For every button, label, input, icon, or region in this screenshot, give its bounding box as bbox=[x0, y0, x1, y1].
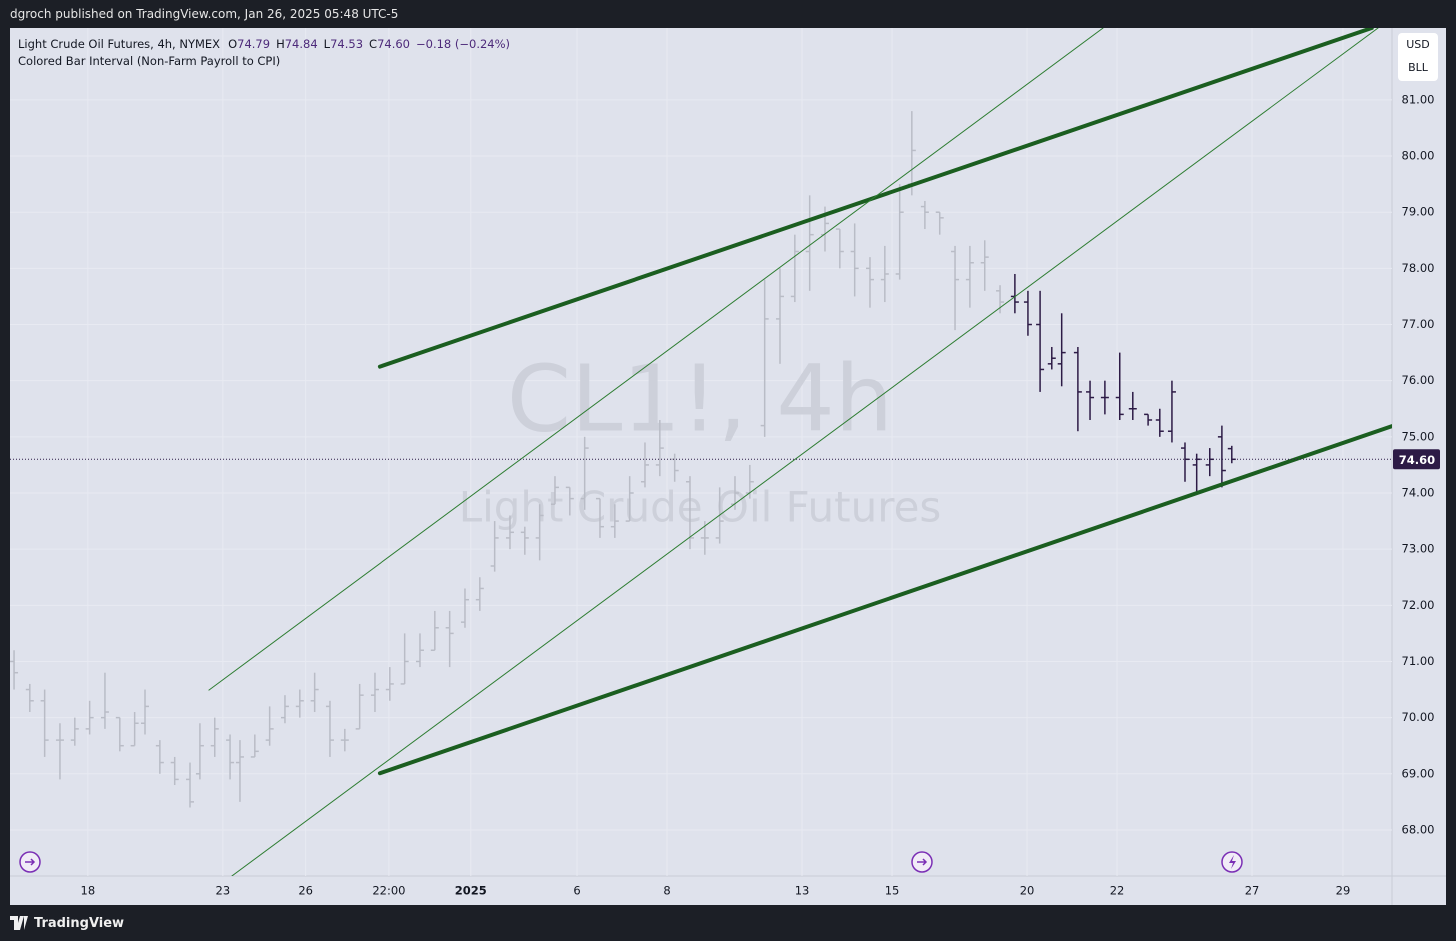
trendline bbox=[231, 28, 1379, 876]
x-tick-label: 20 bbox=[1020, 884, 1035, 898]
event-icon-bolt bbox=[1229, 855, 1236, 869]
x-tick-label: 18 bbox=[81, 884, 96, 898]
publish-info: dgroch published on TradingView.com, Jan… bbox=[0, 0, 1456, 28]
y-tick-label: 76.00 bbox=[1402, 373, 1435, 387]
legend-value: 74.79 bbox=[237, 37, 271, 51]
y-tick-label: 78.00 bbox=[1402, 261, 1435, 275]
y-tick-label: 80.00 bbox=[1402, 149, 1435, 163]
watermark-symbol: CL1!, 4h bbox=[507, 345, 893, 452]
event-icon-arrow bbox=[25, 858, 36, 866]
grid bbox=[10, 28, 1392, 876]
y-tick-label: 79.00 bbox=[1402, 205, 1435, 219]
y-tick-label: 75.00 bbox=[1402, 429, 1435, 443]
chart-background bbox=[10, 28, 1446, 905]
legend-key: H bbox=[276, 37, 285, 51]
x-tick-label: 2025 bbox=[455, 884, 487, 898]
x-tick-label: 15 bbox=[885, 884, 900, 898]
footer: TradingView bbox=[0, 905, 1456, 941]
legend-value: 74.60 bbox=[377, 37, 410, 51]
x-tick-label: 22:00 bbox=[372, 884, 405, 898]
x-tick-label: 13 bbox=[795, 884, 810, 898]
legend-key: O bbox=[228, 37, 238, 51]
currency: USD bbox=[1406, 38, 1430, 51]
x-tick-label: 23 bbox=[216, 884, 231, 898]
x-tick-label: 27 bbox=[1245, 884, 1260, 898]
y-tick-label: 74.00 bbox=[1402, 485, 1435, 499]
legend-symbol: Light Crude Oil Futures, 4h, NYMEX bbox=[18, 37, 221, 51]
y-tick-label: 81.00 bbox=[1402, 92, 1435, 106]
trendline bbox=[377, 424, 1392, 776]
x-tick-label: 29 bbox=[1336, 884, 1351, 898]
x-tick-label: 8 bbox=[663, 884, 670, 898]
last-price-label: 74.60 bbox=[1399, 453, 1435, 467]
event-icon-arrow bbox=[917, 858, 928, 866]
axes: 68.00 69.00 70.00 71.00 72.00 73.00 74.00 75.00… bbox=[10, 92, 1440, 898]
trendline bbox=[208, 28, 1104, 691]
y-tick-label: 71.00 bbox=[1402, 654, 1435, 668]
legend-key: C bbox=[369, 37, 378, 51]
y-tick-label: 72.00 bbox=[1402, 598, 1435, 612]
event-icons bbox=[19, 851, 1243, 873]
y-tick-label: 69.00 bbox=[1402, 766, 1435, 780]
x-tick-label: 26 bbox=[298, 884, 313, 898]
x-tick-label: 6 bbox=[573, 884, 580, 898]
legend-ohlc: Light Crude Oil Futures, 4h, NYMEX O74.79… bbox=[18, 36, 510, 53]
x-tick-label: 22 bbox=[1110, 884, 1125, 898]
last-price-box bbox=[1393, 449, 1440, 470]
trendline bbox=[377, 28, 1374, 369]
logo bbox=[10, 916, 28, 930]
legend-indicator: Colored Bar Interval (Non-Farm Payroll t… bbox=[18, 54, 281, 68]
legend-key: L bbox=[323, 37, 331, 51]
currency-box[interactable]: USD BLL bbox=[1398, 33, 1438, 81]
y-tick-label: 70.00 bbox=[1402, 710, 1435, 724]
legend: Light Crude Oil Futures, 4h, NYMEX O74.79… bbox=[18, 36, 510, 70]
y-tick-label: 68.00 bbox=[1402, 822, 1435, 836]
y-tick-label: 77.00 bbox=[1402, 317, 1435, 331]
unit: BLL bbox=[1408, 61, 1428, 74]
y-tick-label: 73.00 bbox=[1402, 542, 1435, 556]
legend-value: 74.53 bbox=[330, 37, 364, 51]
watermark-name: Light Crude Oil Futures bbox=[459, 483, 942, 532]
legend-value: 74.84 bbox=[284, 37, 318, 51]
legend-change: −0.18 (−0.24%) bbox=[416, 37, 511, 51]
brand: TradingView bbox=[34, 915, 125, 931]
trendlines bbox=[208, 28, 1392, 876]
